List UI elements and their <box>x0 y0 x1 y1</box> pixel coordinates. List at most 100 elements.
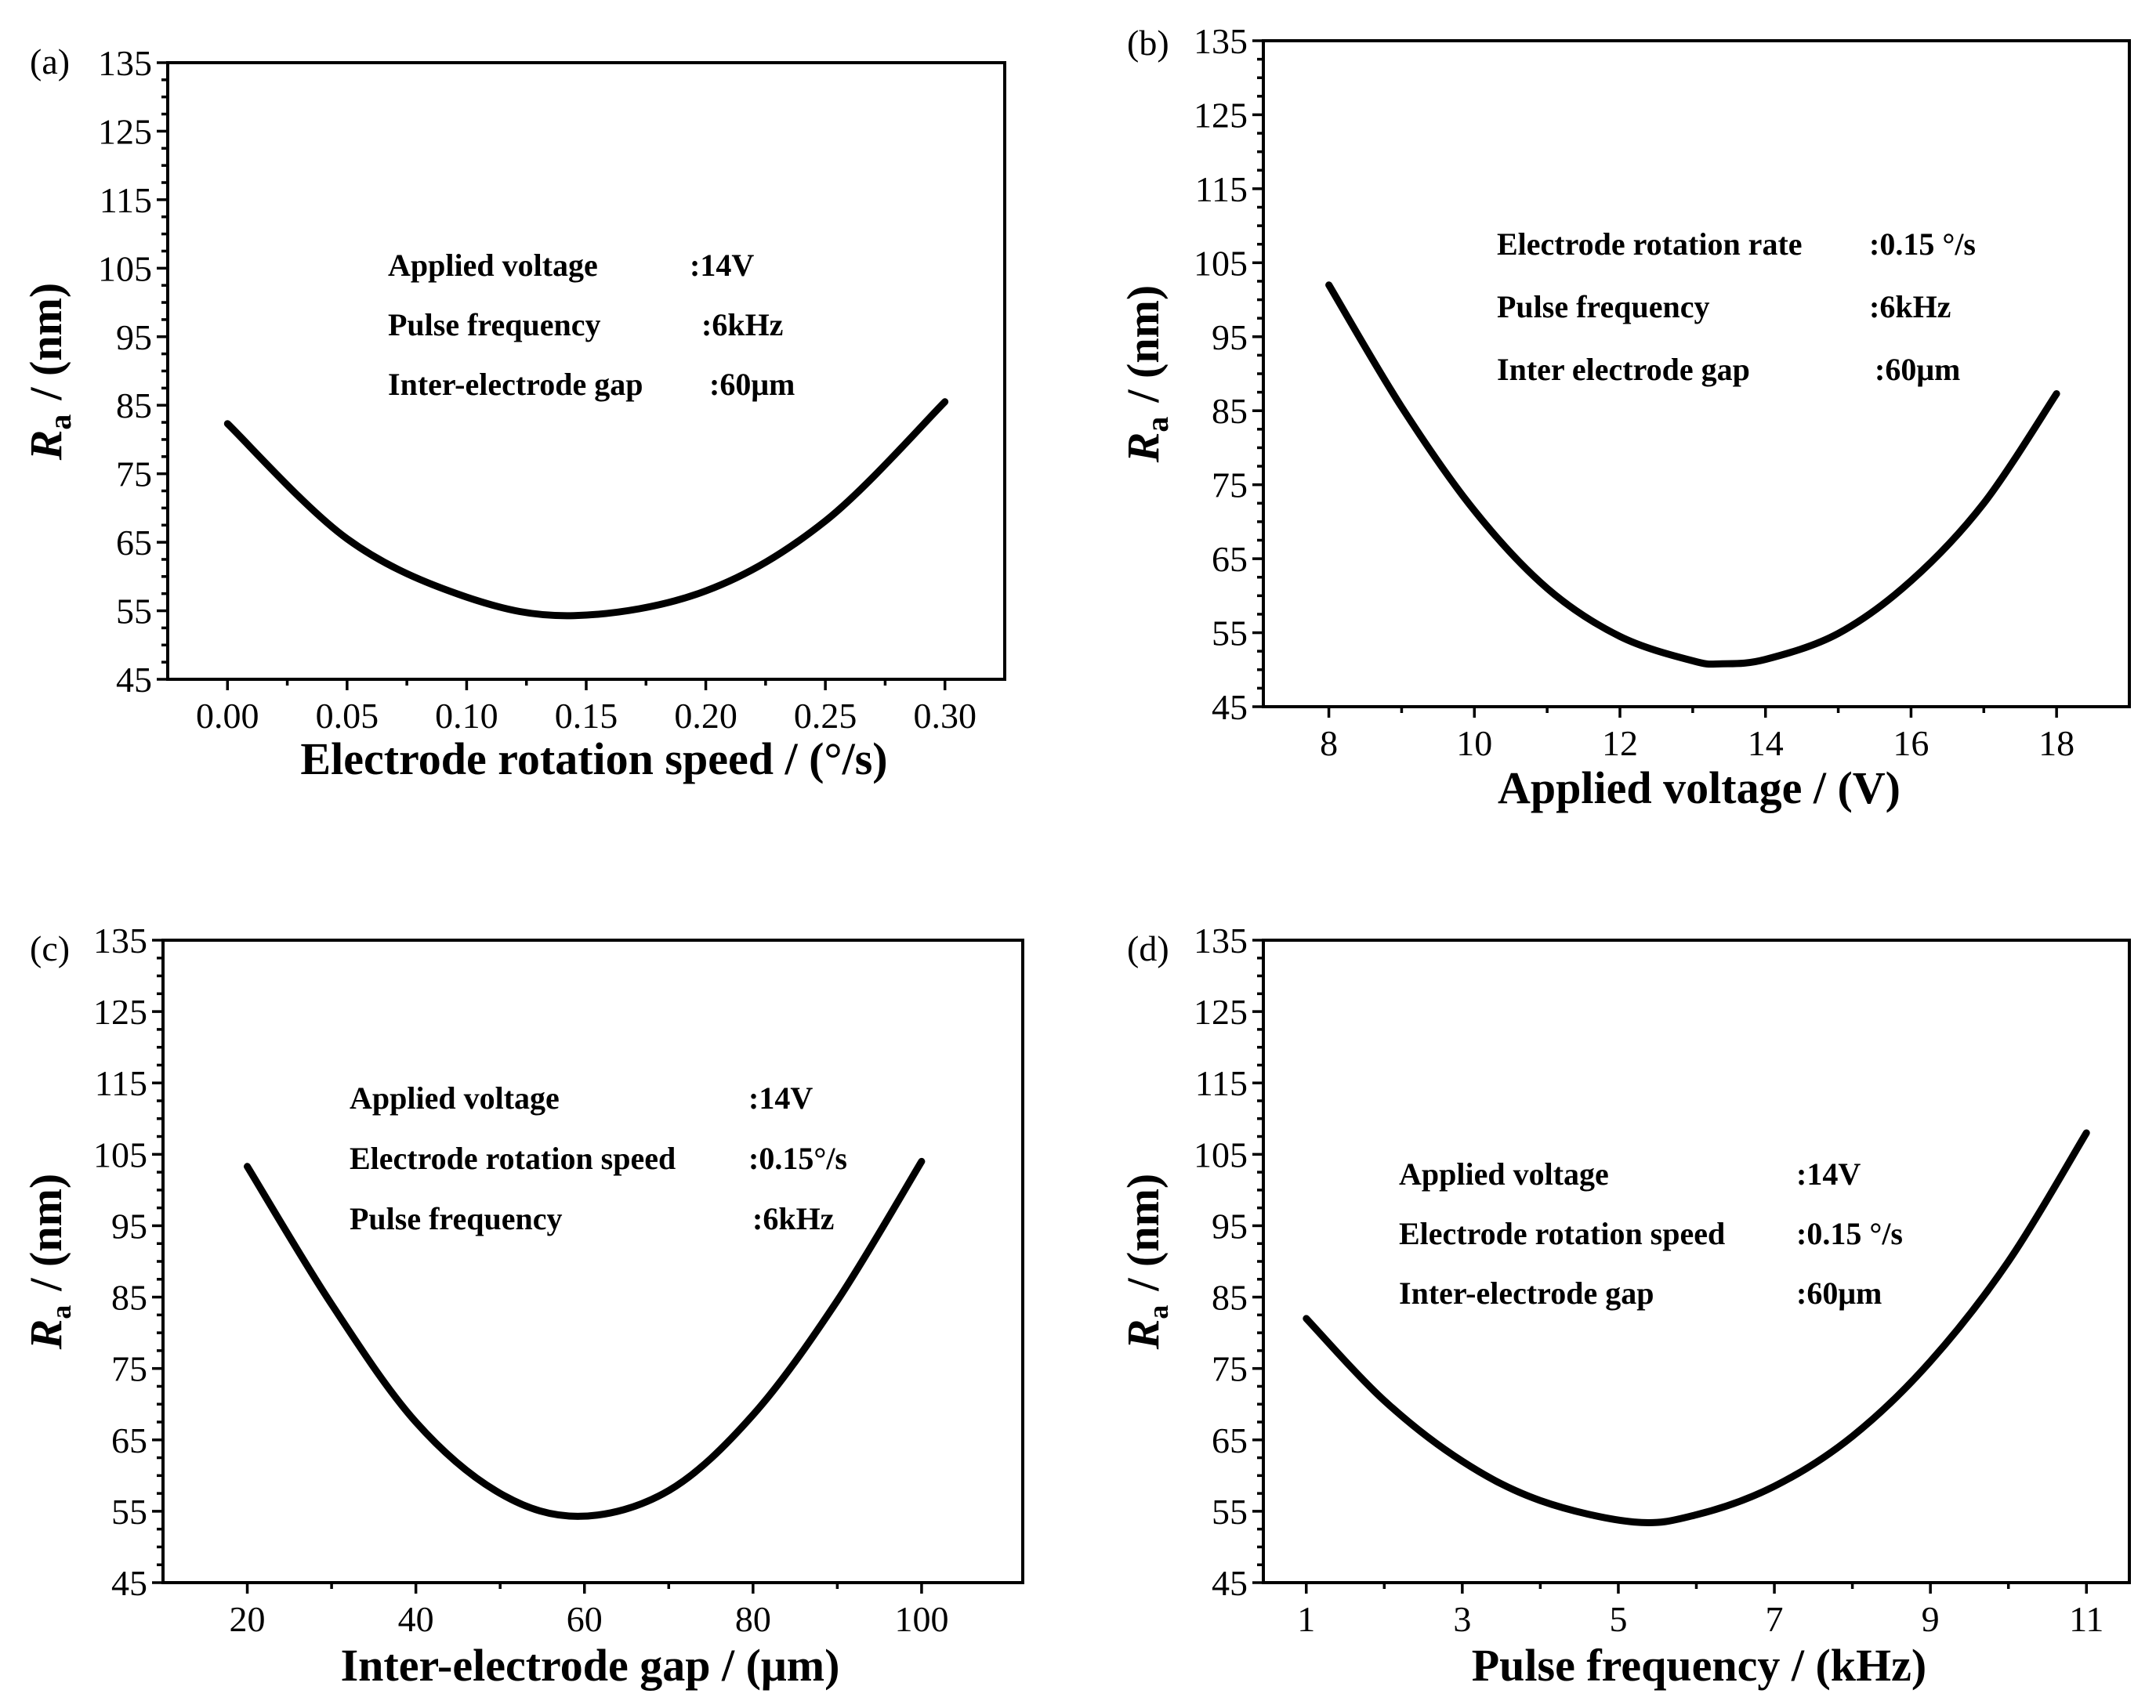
x-tick-label: 3 <box>1453 1599 1471 1639</box>
annotation-value: :6kHz <box>752 1201 834 1236</box>
y-tick-label: 135 <box>1194 21 1248 61</box>
x-tick-label: 100 <box>894 1599 948 1639</box>
y-axis-units-a: / (nm) <box>20 283 71 401</box>
y-tick-label: 115 <box>1195 1063 1248 1103</box>
x-tick-label: 0.20 <box>674 696 737 736</box>
x-ticks-b: 8 10 12 14 16 18 <box>1320 707 2074 763</box>
y-tick-label: 75 <box>116 454 152 494</box>
y-tick-label: 65 <box>116 523 152 563</box>
annotation-label: Electrode rotation speed <box>1399 1216 1725 1251</box>
panel-label-d: (d) <box>1127 928 1169 968</box>
annotation-value: :14V <box>1796 1156 1861 1192</box>
y-axis-symbol-a: R <box>20 430 71 461</box>
y-ticks-d: 45 55 65 75 85 95 105 115 125 135 <box>1194 921 1263 1603</box>
y-axis-title-c: Ra / (nm) <box>20 1174 77 1351</box>
x-axis-title-b: Applied voltage / (V) <box>1498 762 1901 813</box>
y-tick-label: 105 <box>1194 1134 1248 1174</box>
x-tick-label: 60 <box>567 1599 603 1639</box>
panel-c: (c) 20 40 60 80 100 45 55 65 75 85 95 105 115 125 135… <box>20 921 1024 1691</box>
y-tick-label: 85 <box>116 385 152 425</box>
annotation-value: :14V <box>748 1080 813 1116</box>
annotation-a: Applied voltage :14V Pulse frequency :6k… <box>388 248 795 402</box>
y-axis-symbol-c: R <box>20 1319 71 1351</box>
annotation-label: Applied voltage <box>1399 1156 1609 1192</box>
y-ticks-b: 45 55 65 75 85 95 105 115 125 135 <box>1194 21 1263 727</box>
y-tick-label: 45 <box>111 1563 147 1603</box>
annotation-label: Inter electrode gap <box>1497 352 1750 387</box>
annotation-value: :0.15 °/s <box>1796 1216 1903 1251</box>
y-tick-label: 95 <box>1212 1206 1248 1246</box>
y-axis-units-b: / (nm) <box>1118 285 1169 403</box>
panel-label-c: (c) <box>30 928 70 968</box>
y-axis-subscript-a: a <box>42 414 78 430</box>
annotation-label: Applied voltage <box>350 1080 560 1116</box>
x-ticks-a: 0.00 0.05 0.10 0.15 0.20 0.25 0.30 <box>196 679 977 736</box>
y-tick-label: 85 <box>111 1278 147 1318</box>
y-tick-label: 125 <box>98 111 152 151</box>
y-axis-title-d: Ra / (nm) <box>1118 1174 1174 1351</box>
y-tick-label: 65 <box>111 1420 147 1460</box>
svg-text:Ra/ (nm): Ra / (nm) <box>20 283 78 461</box>
x-tick-label: 0.00 <box>196 696 259 736</box>
y-axis-title-b: Ra / (nm) <box>1118 285 1175 464</box>
plot-frame-c <box>161 939 1024 1584</box>
y-tick-label: 125 <box>1194 992 1248 1032</box>
ra-curve-c <box>244 1157 926 1520</box>
y-axis-symbol-d: R <box>1118 1319 1169 1351</box>
x-tick-label: 40 <box>398 1599 434 1639</box>
annotation-value: :60μm <box>1796 1276 1882 1311</box>
y-tick-label: 135 <box>98 43 152 83</box>
y-tick-label: 55 <box>111 1492 147 1532</box>
x-tick-label: 11 <box>2069 1599 2103 1639</box>
x-axis-title-a: Electrode rotation speed / (°/s) <box>300 733 887 784</box>
y-tick-label: 65 <box>1212 1420 1248 1460</box>
svg-text:Ra/ (nm): Ra / (nm) <box>20 1174 77 1351</box>
y-tick-label: 45 <box>116 660 152 700</box>
y-axis-subscript-d: a <box>1143 1305 1174 1319</box>
y-tick-label: 105 <box>1194 243 1248 283</box>
x-tick-label: 0.30 <box>913 696 977 736</box>
y-axis-units-c: / (nm) <box>20 1174 71 1292</box>
annotation-value: :0.15 °/s <box>1869 226 1976 262</box>
x-tick-label: 12 <box>1602 723 1638 763</box>
y-tick-label: 55 <box>116 592 152 631</box>
y-tick-label: 125 <box>1194 95 1248 135</box>
y-ticks-a: 45 55 65 75 85 95 105 115 125 135 <box>98 43 168 700</box>
y-tick-label: 115 <box>100 180 152 220</box>
ra-curve-d <box>1303 1129 2090 1527</box>
svg-text:Ra/ (nm): Ra / (nm) <box>1118 285 1175 464</box>
x-tick-label: 18 <box>2038 723 2074 763</box>
y-tick-label: 125 <box>93 992 147 1032</box>
y-tick-label: 75 <box>1212 465 1248 505</box>
x-tick-label: 0.05 <box>316 696 379 736</box>
x-tick-label: 8 <box>1320 723 1338 763</box>
ra-curve-a <box>223 398 949 620</box>
annotation-label: Pulse frequency <box>350 1201 562 1236</box>
panel-label-a: (a) <box>30 42 70 81</box>
x-tick-label: 7 <box>1766 1599 1784 1639</box>
annotation-label: Pulse frequency <box>388 307 600 342</box>
x-tick-label: 0.10 <box>435 696 498 736</box>
x-ticks-c: 20 40 60 80 100 <box>230 1583 948 1639</box>
y-tick-label: 45 <box>1212 687 1248 727</box>
y-tick-label: 95 <box>1212 317 1248 357</box>
annotation-value: :6kHz <box>701 307 783 342</box>
x-tick-label: 10 <box>1456 723 1492 763</box>
panel-b: (b) 8 10 12 14 16 18 45 55 65 75 85 95 105 115 125 135… <box>1118 21 2131 813</box>
y-tick-label: 135 <box>93 921 147 961</box>
y-tick-label: 115 <box>1195 169 1248 209</box>
y-tick-label: 65 <box>1212 539 1248 579</box>
y-tick-label: 55 <box>1212 613 1248 653</box>
ra-curve-b <box>1325 281 2060 668</box>
x-tick-label: 80 <box>735 1599 771 1639</box>
svg-text:Ra/ (nm): Ra / (nm) <box>1118 1174 1174 1351</box>
annotation-value: :60μm <box>1875 352 1960 387</box>
y-axis-subscript-c: a <box>45 1305 77 1319</box>
annotation-value: :0.15°/s <box>748 1141 847 1176</box>
annotation-value: :6kHz <box>1869 289 1951 324</box>
y-axis-title-a: Ra / (nm) <box>20 283 78 461</box>
y-tick-label: 85 <box>1212 1278 1248 1318</box>
x-tick-label: 16 <box>1893 723 1929 763</box>
annotation-c: Applied voltage :14V Electrode rotation … <box>350 1080 847 1236</box>
annotation-value: :14V <box>690 248 754 283</box>
